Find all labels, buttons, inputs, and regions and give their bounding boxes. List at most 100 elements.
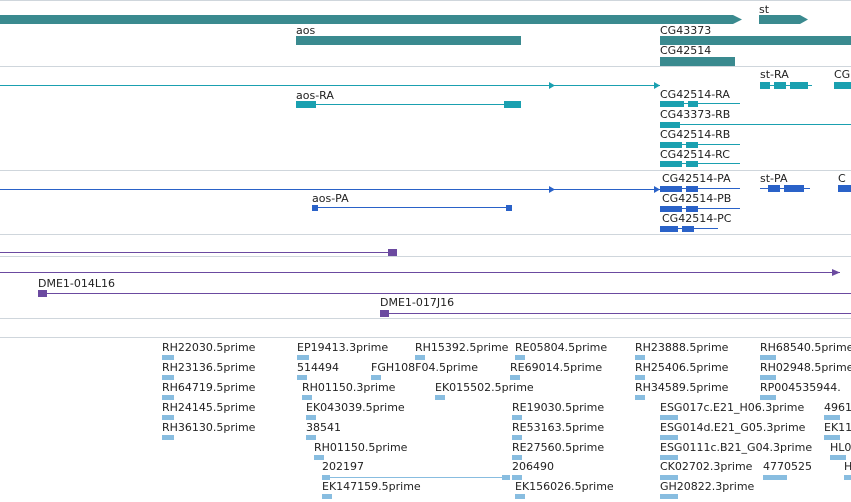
est-feature[interactable] (760, 355, 776, 360)
gene-label-cg43373[interactable]: CG43373 (660, 24, 712, 37)
est-label[interactable]: 38541 (306, 421, 341, 434)
est-feature[interactable] (824, 415, 840, 420)
est-label[interactable]: ESG014d.E21_G05.3prime (660, 421, 806, 434)
est-label[interactable]: RH02948.5prime (760, 361, 851, 374)
est-label[interactable]: RH23136.5prime (162, 361, 256, 374)
protein-label-c[interactable]: C (838, 172, 846, 185)
est-feature[interactable] (162, 355, 174, 360)
est-feature[interactable] (660, 455, 678, 460)
clone-feature-dme1-014l16[interactable] (38, 293, 851, 294)
est-label[interactable]: RE27560.5prime (512, 441, 605, 454)
est-feature[interactable] (763, 475, 787, 480)
clone-feature-dme1-017j16[interactable] (380, 313, 851, 314)
protein-label-cg42514-pb[interactable]: CG42514-PB (662, 192, 732, 205)
transcript-label-cg42514-ra[interactable]: CG42514-RA (660, 88, 730, 101)
est-label[interactable]: FGH108F04.5prime (371, 361, 478, 374)
est-label[interactable]: RH01150.5prime (314, 441, 408, 454)
gene-feature-aos[interactable] (296, 36, 521, 45)
clone-label-dme1-014l16[interactable]: DME1-014L16 (38, 277, 115, 290)
est-feature[interactable] (512, 455, 522, 460)
est-label[interactable]: CK02702.3prime (660, 460, 753, 473)
gene-label-st[interactable]: st (759, 3, 770, 16)
est-feature[interactable] (830, 455, 846, 460)
gene-feature[interactable] (0, 15, 733, 24)
est-label[interactable]: 4961 (824, 401, 851, 414)
est-feature[interactable] (297, 375, 307, 380)
est-feature[interactable] (306, 415, 316, 420)
est-feature[interactable] (306, 435, 316, 440)
est-label[interactable]: RE53163.5prime (512, 421, 605, 434)
clone-label-dme1-017j16[interactable]: DME1-017J16 (380, 296, 455, 309)
est-label[interactable]: 206490 (512, 460, 554, 473)
est-label[interactable]: RE19030.5prime (512, 401, 605, 414)
est-feature[interactable] (660, 494, 678, 499)
est-feature[interactable] (162, 435, 174, 440)
transcript-feature-cg42514-rc[interactable] (660, 161, 740, 167)
transcript-label-st-ra[interactable]: st-RA (760, 68, 789, 81)
est-label[interactable]: EK015502.5prime (435, 381, 534, 394)
est-label[interactable]: RE69014.5prime (510, 361, 603, 374)
est-label[interactable]: RH36130.5prime (162, 421, 256, 434)
est-label[interactable]: RP004535944. (760, 381, 841, 394)
est-feature[interactable] (162, 395, 174, 400)
transcript-feature-cg43373-rb[interactable] (660, 122, 851, 128)
transcript-feature-cg42514-rb[interactable] (660, 142, 740, 148)
gene-feature-st[interactable] (759, 15, 800, 24)
est-feature[interactable] (760, 395, 776, 400)
est-feature[interactable] (515, 494, 525, 499)
est-feature[interactable] (515, 355, 525, 360)
transcript-label-aos-ra[interactable]: aos-RA (296, 89, 334, 102)
protein-label-cg42514-pa[interactable]: CG42514-PA (662, 172, 731, 185)
transcript-label-cg42514-rb[interactable]: CG42514-RB (660, 128, 731, 141)
protein-label-aos-pa[interactable]: aos-PA (312, 192, 349, 205)
est-label[interactable]: RH24145.5prime (162, 401, 256, 414)
est-label[interactable]: H (844, 460, 851, 473)
est-feature[interactable] (322, 494, 332, 499)
protein-feature-aos-pa[interactable] (312, 205, 512, 211)
est-label[interactable]: RH34589.5prime (635, 381, 729, 394)
est-label[interactable]: RH64719.5prime (162, 381, 256, 394)
est-label[interactable]: RH68540.5prime (760, 341, 851, 354)
est-feature[interactable] (162, 375, 174, 380)
est-label[interactable]: HL0 (830, 441, 851, 454)
est-feature[interactable] (435, 395, 445, 400)
est-feature[interactable] (660, 475, 678, 480)
est-feature[interactable] (635, 395, 645, 400)
transcript-feature-cg42514-ra[interactable] (660, 101, 740, 107)
est-feature[interactable] (844, 475, 851, 480)
est-label[interactable]: EK043039.5prime (306, 401, 405, 414)
est-label[interactable]: RH01150.3prime (302, 381, 396, 394)
est-label[interactable]: GH20822.3prime (660, 480, 755, 493)
est-feature[interactable] (415, 355, 425, 360)
est-feature[interactable] (302, 395, 312, 400)
est-label[interactable]: EK11 (824, 421, 851, 434)
est-label[interactable]: 202197 (322, 460, 364, 473)
est-label[interactable]: EK156026.5prime (515, 480, 614, 493)
clone-line[interactable] (0, 272, 840, 273)
protein-feature-st-pa[interactable] (760, 185, 810, 192)
est-label[interactable]: RH23888.5prime (635, 341, 729, 354)
transcript-label-cg42514-rc[interactable]: CG42514-RC (660, 148, 730, 161)
est-feature[interactable] (512, 475, 522, 480)
gene-label-aos[interactable]: aos (296, 24, 316, 37)
protein-feature-cg42514-pa[interactable] (660, 186, 740, 192)
transcript-feature-st-ra[interactable] (760, 82, 812, 89)
protein-feature-cg42514-pb[interactable] (660, 206, 740, 212)
protein-feature-cg42514-pc[interactable] (660, 226, 718, 232)
transcript-feature-cg[interactable] (834, 82, 851, 89)
protein-label-cg42514-pc[interactable]: CG42514-PC (662, 212, 732, 225)
est-feature[interactable] (371, 375, 381, 380)
transcript-label-cg[interactable]: CG (834, 68, 851, 81)
est-label[interactable]: 514494 (297, 361, 339, 374)
est-feature[interactable] (314, 455, 324, 460)
est-feature[interactable] (660, 415, 678, 420)
est-label[interactable]: ESG0111c.B21_G04.3prime (660, 441, 813, 454)
est-feature[interactable] (660, 435, 678, 440)
est-feature[interactable] (824, 435, 840, 440)
est-label[interactable]: RH22030.5prime (162, 341, 256, 354)
est-feature[interactable] (512, 415, 522, 420)
gene-feature-cg43373[interactable] (660, 36, 851, 45)
est-label[interactable]: RH25406.5prime (635, 361, 729, 374)
est-label[interactable]: RE05804.5prime (515, 341, 608, 354)
est-label[interactable]: EK147159.5prime (322, 480, 421, 493)
